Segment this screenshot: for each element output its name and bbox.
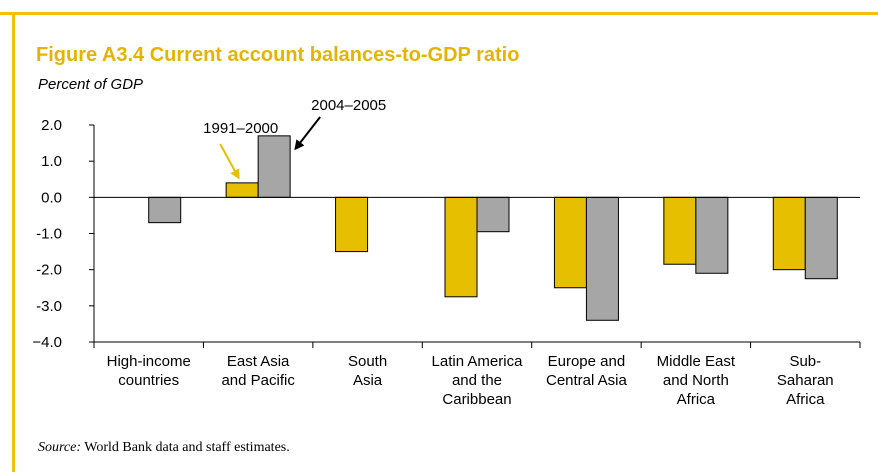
bar-1991-2000-2 <box>335 196 369 253</box>
y-tick-label: -1.0 <box>36 226 62 243</box>
bar-1991-2000-4 <box>553 196 587 289</box>
legend-label-2004-2005: 2004–2005 <box>311 97 386 114</box>
frame-left-border <box>12 12 15 472</box>
x-category-label: East Asia <box>227 353 290 370</box>
bar-2004-2005-5 <box>695 196 729 274</box>
source-note: Source: World Bank data and staff estima… <box>38 440 290 456</box>
x-category-label: Europe and <box>548 353 626 370</box>
legend-arrow-2004-2005 <box>294 116 321 151</box>
x-category-label: South <box>348 353 387 370</box>
x-category-label: and North <box>663 372 729 389</box>
y-tick-label: 0.0 <box>41 189 62 206</box>
y-tick-label: 1.0 <box>41 153 62 170</box>
x-category-label: High-income <box>107 353 191 370</box>
bar-1991-2000-5 <box>663 196 697 265</box>
frame-top-border <box>0 12 878 15</box>
x-category-label: countries <box>118 372 179 389</box>
x-category-label: Latin America <box>432 353 524 370</box>
bar-2004-2005-1 <box>257 135 291 198</box>
bar-1991-2000-6 <box>772 196 806 271</box>
legend-label-1991-2000: 1991–2000 <box>203 120 278 137</box>
x-category-label: Africa <box>786 391 825 408</box>
x-category-label: Saharan <box>777 372 834 389</box>
bar-2004-2005-0 <box>148 196 182 224</box>
y-tick-label: 2.0 <box>41 117 62 134</box>
bar-1991-2000-1 <box>225 182 259 198</box>
x-category-label: Caribbean <box>442 391 511 408</box>
bar-2004-2005-3 <box>476 196 510 233</box>
y-tick-label: -2.0 <box>36 262 62 279</box>
x-category-label: and Pacific <box>221 372 295 389</box>
bar-2004-2005-4 <box>585 196 619 321</box>
source-label: Source: <box>38 440 82 455</box>
legend-arrow-1991-2000 <box>219 143 240 180</box>
figure-title: Figure A3.4 Current account balances-to-… <box>36 44 520 66</box>
x-category-label: Central Asia <box>546 372 628 389</box>
source-text: World Bank data and staff estimates. <box>81 440 290 455</box>
unit-label: Percent of GDP <box>38 76 144 93</box>
x-category-label: Africa <box>677 391 716 408</box>
bar-1991-2000-3 <box>444 196 478 298</box>
y-tick-label: −4.0 <box>32 334 62 351</box>
x-category-label: Middle East <box>657 353 736 370</box>
bar-chart: 2.0 1.0 0.0 -1.0 -2.0 -3.0 −4.0 High-income coun… <box>32 97 861 408</box>
y-tick-label: -3.0 <box>36 298 62 315</box>
bar-2004-2005-6 <box>804 196 838 280</box>
x-category-label: and the <box>452 372 502 389</box>
x-category-label: Sub- <box>789 353 821 370</box>
x-category-label: Asia <box>353 372 383 389</box>
